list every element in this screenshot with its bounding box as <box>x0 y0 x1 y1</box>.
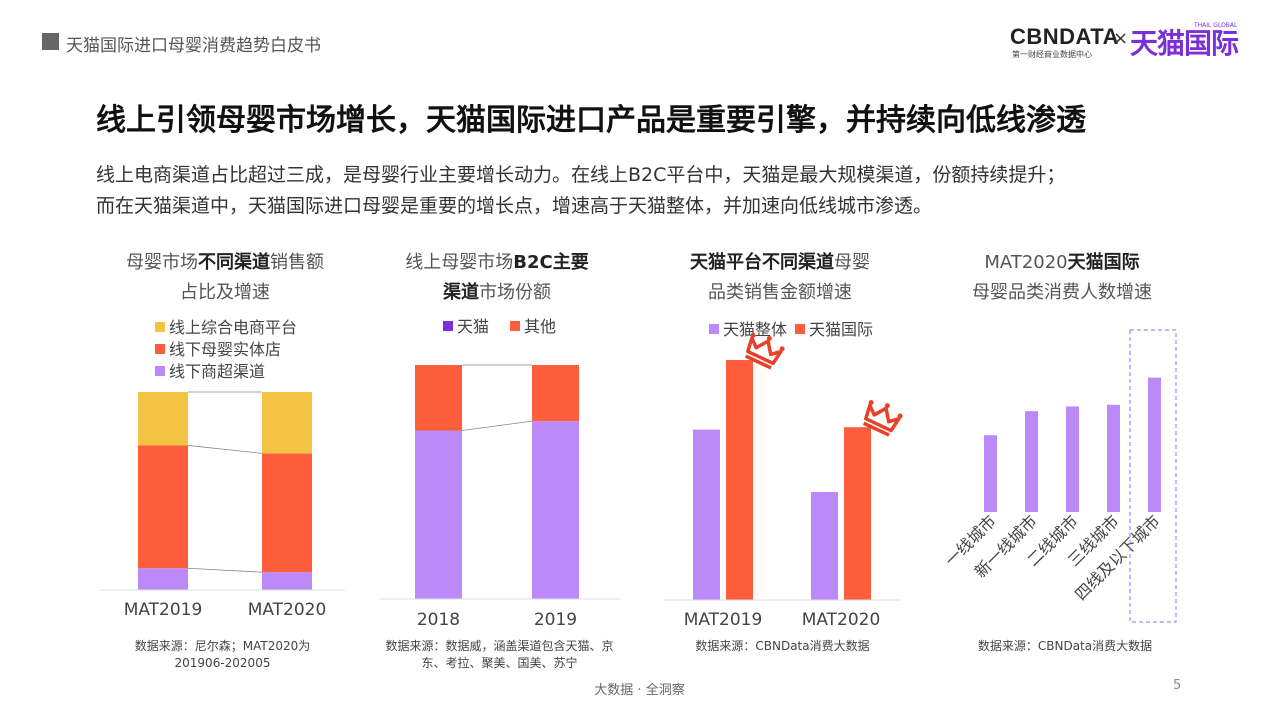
chart3-xlabel-0: MAT2019 <box>684 610 763 630</box>
chart2-title: 线上母婴市场B2C主要 渠道市场份额 <box>405 252 589 303</box>
chart1-bar-MAT2020-seg-0 <box>262 572 312 590</box>
chart2-bar-2018-seg-1 <box>415 365 462 431</box>
logo-times: × <box>1113 28 1129 49</box>
chart1-connector-1 <box>187 445 263 454</box>
chart2-xlabel-1: 2019 <box>534 610 577 630</box>
chart3-bar-MAT2019-1 <box>726 360 753 600</box>
chart1-bar-MAT2019-seg-1 <box>138 445 188 569</box>
chart1-bar-MAT2019-seg-2 <box>138 392 188 446</box>
subtitle-line-1: 线上电商渠道占比超过三成，是母婴行业主要增长动力。在线上B2C平台中，天猫是最大… <box>96 164 1066 186</box>
chart1-legend-item-1: 线上综合电商平台 <box>155 314 297 338</box>
crown-icon <box>744 332 785 370</box>
header-square-icon <box>42 33 59 50</box>
chart2-source: 数据来源：数据威，涵盖渠道包含天猫、京 东、考拉、聚美、国美、苏宁 <box>385 639 614 670</box>
chart3-source: 数据来源：CBNData消费大数据 <box>695 639 870 653</box>
chart2-bar-2018-seg-0 <box>415 430 462 599</box>
header-title: 天猫国际进口母婴消费趋势白皮书 <box>66 36 321 56</box>
chart2-connector-0 <box>461 420 533 431</box>
chart3-bar-MAT2020-1 <box>844 427 871 600</box>
chart2-legend-item-1: 天猫 <box>443 313 489 337</box>
chart3-xlabel-1: MAT2020 <box>802 610 881 630</box>
cbndata-logo: CBNDATA <box>1010 24 1119 49</box>
chart1-bar-MAT2020-seg-2 <box>262 392 312 454</box>
chart1-source: 数据来源：尼尔森；MAT2020为 201906-202005 <box>134 639 311 670</box>
chart3-title: 天猫平台不同渠道母婴 品类销售金额增速 <box>690 252 870 303</box>
tmall-global-logo-sub: THAIL GLOBAL <box>1194 22 1238 29</box>
chart1-connector-0 <box>187 567 263 573</box>
page-number: 5 <box>1173 678 1182 693</box>
crown-icon <box>862 399 903 437</box>
cbndata-logo-sub: 第一财经商业数据中心 <box>1012 50 1092 59</box>
chart3-bar-MAT2019-0 <box>693 429 720 600</box>
chart2-xlabel-0: 2018 <box>417 610 460 630</box>
chart2-bar-2019-seg-0 <box>532 421 579 599</box>
chart4-highlight-box <box>1129 329 1177 623</box>
chart4-bar-1 <box>1025 411 1038 512</box>
chart2-plot: 2018 2019 <box>380 364 620 630</box>
chart2-bar-2019-seg-1 <box>532 365 579 422</box>
chart3-legend-item-1: 天猫整体 <box>709 316 787 340</box>
chart3-plot: MAT2019 MAT2020 <box>665 332 903 630</box>
chart3-legend-item-2: 天猫国际 <box>795 316 873 340</box>
chart4-bar-0 <box>984 435 997 512</box>
chart3-bar-MAT2020-0 <box>811 492 838 600</box>
footer-slogan: 大数据 · 全洞察 <box>594 683 685 698</box>
brand-logos: CBNDATA 第一财经商业数据中心 × 天猫国际 THAIL GLOBAL <box>1010 22 1240 66</box>
chart4-source: 数据来源：CBNData消费大数据 <box>977 639 1153 653</box>
chart4-bar-3 <box>1107 404 1120 512</box>
chart1-xlabel-1: MAT2020 <box>248 600 327 620</box>
chart1-xlabel-0: MAT2019 <box>124 600 203 620</box>
chart1-title: 母婴市场不同渠道销售额 占比及增速 <box>126 252 324 303</box>
chart4-bar-2 <box>1066 406 1079 512</box>
tmall-global-logo: 天猫国际 <box>1130 27 1239 60</box>
chart1-bar-MAT2019-seg-0 <box>138 568 188 590</box>
subtitle-line-2: 而在天猫渠道中，天猫国际进口母婴是重要的增长点，增速高于天猫整体，并加速向低线城… <box>96 195 933 217</box>
chart1-plot: MAT2019 MAT2020 <box>100 391 345 620</box>
chart4-title: MAT2020天猫国际 母婴品类消费人数增速 <box>972 252 1152 303</box>
chart2-legend-item-2: 其他 <box>510 313 556 337</box>
chart1-legend-item-2: 线下母婴实体店 <box>155 336 281 360</box>
chart1-legend-item-3: 线下商超渠道 <box>155 358 265 382</box>
chart1-bar-MAT2020-seg-1 <box>262 453 312 573</box>
chart4-bar-4 <box>1148 377 1161 512</box>
page-title: 线上引领母婴市场增长，天猫国际进口产品是重要引擎，并持续向低线渗透 <box>96 103 1086 138</box>
